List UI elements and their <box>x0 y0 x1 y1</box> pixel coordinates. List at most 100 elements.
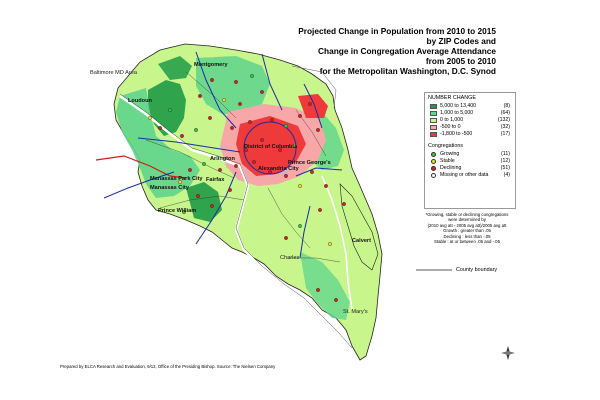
legend-range-row: -1,800 to -500 (17) <box>428 131 512 138</box>
congregation-marker <box>208 116 212 120</box>
congregation-marker <box>234 164 238 168</box>
congregation-marker <box>230 126 234 130</box>
legend-range-row: 1,000 to 5,000 (64) <box>428 110 512 117</box>
potomac-river <box>119 94 353 351</box>
highways <box>95 51 343 259</box>
congregation-marker <box>284 174 288 178</box>
title-line-5: for the Metropolitan Washington, D.C. Sy… <box>319 66 496 76</box>
label-district: District of Columbia <box>244 144 298 150</box>
congregation-marker <box>316 128 320 132</box>
congregation-marker <box>268 170 272 174</box>
note-line: *Growing, stable or declining congregati… <box>425 212 509 217</box>
range-label: 5,000 to 13,400 <box>440 103 477 109</box>
range-count: (132) <box>497 117 510 123</box>
congregation-marker <box>298 114 302 118</box>
congregation-marker <box>180 134 184 138</box>
number-change-heading: NUMBER CHANGE <box>428 95 476 101</box>
patuxent-river <box>321 175 353 311</box>
range-swatch <box>430 118 437 123</box>
decline-zone-baltimore <box>298 94 328 118</box>
range-label: -1,800 to -500 <box>440 131 473 137</box>
congregation-marker <box>324 184 328 188</box>
county-boundary-label: County boundary <box>456 267 498 273</box>
note-line: Declining : less than -.05 <box>443 233 491 239</box>
congregation-marker <box>168 108 172 112</box>
range-count: (64) <box>500 110 510 116</box>
note-line: Stable : at or between .05 and -.05 <box>434 239 500 245</box>
congregation-dot-icon <box>431 159 436 164</box>
range-label: 1,000 to 5,000 <box>440 110 474 116</box>
congregation-count: (51) <box>500 165 510 171</box>
range-swatch <box>430 132 437 137</box>
range-label: 0 to 1,000 <box>440 117 464 123</box>
congregation-marker <box>182 210 186 214</box>
congregation-marker <box>244 148 248 152</box>
congregation-dot-icon <box>431 166 436 171</box>
congregation-marker <box>196 194 200 198</box>
baltimore-area-outline <box>291 65 337 109</box>
congregations-heading: Congregations <box>428 143 464 149</box>
congregation-marker <box>284 236 288 240</box>
congregation-marker <box>298 184 302 188</box>
label-montgomery: Montgomery <box>194 62 228 68</box>
congregation-marker <box>222 98 226 102</box>
legend-congregation-row: Growing (11) <box>428 151 512 158</box>
congregation-marker <box>194 128 198 132</box>
label-manassas-park: Manassas Park City <box>150 176 203 182</box>
label-prince-georges: Prince George's <box>288 160 331 166</box>
growth-zone-montgomery <box>196 56 270 114</box>
congregation-marker <box>252 160 256 164</box>
credit-line: Prepared by ELCA Research and Evaluation… <box>60 364 276 369</box>
title-line-2: by ZIP Codes and <box>426 36 496 46</box>
title-line-3: Change in Congregation Average Attendanc… <box>318 46 496 56</box>
range-count: (17) <box>500 131 510 137</box>
label-st-marys: St. Mary's <box>343 309 368 315</box>
range-count: (8) <box>503 103 510 109</box>
congregation-marker <box>342 202 346 206</box>
congregation-label: Declining <box>440 165 462 171</box>
congregation-marker <box>210 204 214 208</box>
legend-congregation-row: Stable (12) <box>428 158 512 165</box>
congregation-marker <box>250 74 254 78</box>
congregation-marker <box>328 242 332 246</box>
congregation-marker <box>158 126 162 130</box>
label-alexandria: Alexandria City <box>258 166 299 172</box>
title-line-1: Projected Change in Population from 2010… <box>298 26 496 36</box>
congregation-count: (12) <box>500 158 510 164</box>
range-label: -500 to 0 <box>440 124 461 130</box>
method-note: *Growing, stable or declining congregati… <box>417 212 517 244</box>
congregation-marker <box>270 118 274 122</box>
label-charles: Charles <box>280 255 300 261</box>
note-line: were determined by <box>448 217 486 223</box>
legend-range-row: 5,000 to 13,400 (8) <box>428 103 512 110</box>
congregation-marker <box>148 116 152 120</box>
congregation-marker <box>198 94 202 98</box>
congregation-marker <box>260 138 264 142</box>
congregation-marker <box>218 168 222 172</box>
range-swatch <box>430 125 437 130</box>
range-swatch <box>430 111 437 116</box>
congregation-marker <box>334 298 338 302</box>
title-line-4: from 2005 to 2010 <box>425 56 496 66</box>
congregation-marker <box>238 102 242 106</box>
congregation-label: Missing or other data <box>440 172 489 178</box>
growth-zone-south <box>300 252 350 320</box>
growth-zone-mid <box>116 88 200 198</box>
congregation-marker <box>202 162 206 166</box>
label-arlington: Arlington <box>210 156 235 162</box>
calvert-lobe <box>339 183 379 271</box>
congregation-marker <box>284 124 288 128</box>
label-prince-william: Prince William <box>158 208 197 214</box>
congregation-label: Stable <box>440 158 455 164</box>
note-line: Growth : greater than .05 <box>443 228 491 234</box>
range-swatch <box>430 104 437 109</box>
congregation-marker <box>298 224 302 228</box>
congregation-dot-icon <box>431 173 436 178</box>
congregation-count: (11) <box>501 151 510 157</box>
congregation-marker <box>308 102 312 106</box>
legend-range-row: -500 to 0 (32) <box>428 124 512 131</box>
congregation-dot-icon <box>431 152 436 157</box>
note-line: (2010 avg att - 2005 avg att)/2005 avg a… <box>427 222 507 228</box>
label-calvert: Calvert <box>352 238 371 244</box>
label-manassas: Manassas City <box>150 185 189 191</box>
